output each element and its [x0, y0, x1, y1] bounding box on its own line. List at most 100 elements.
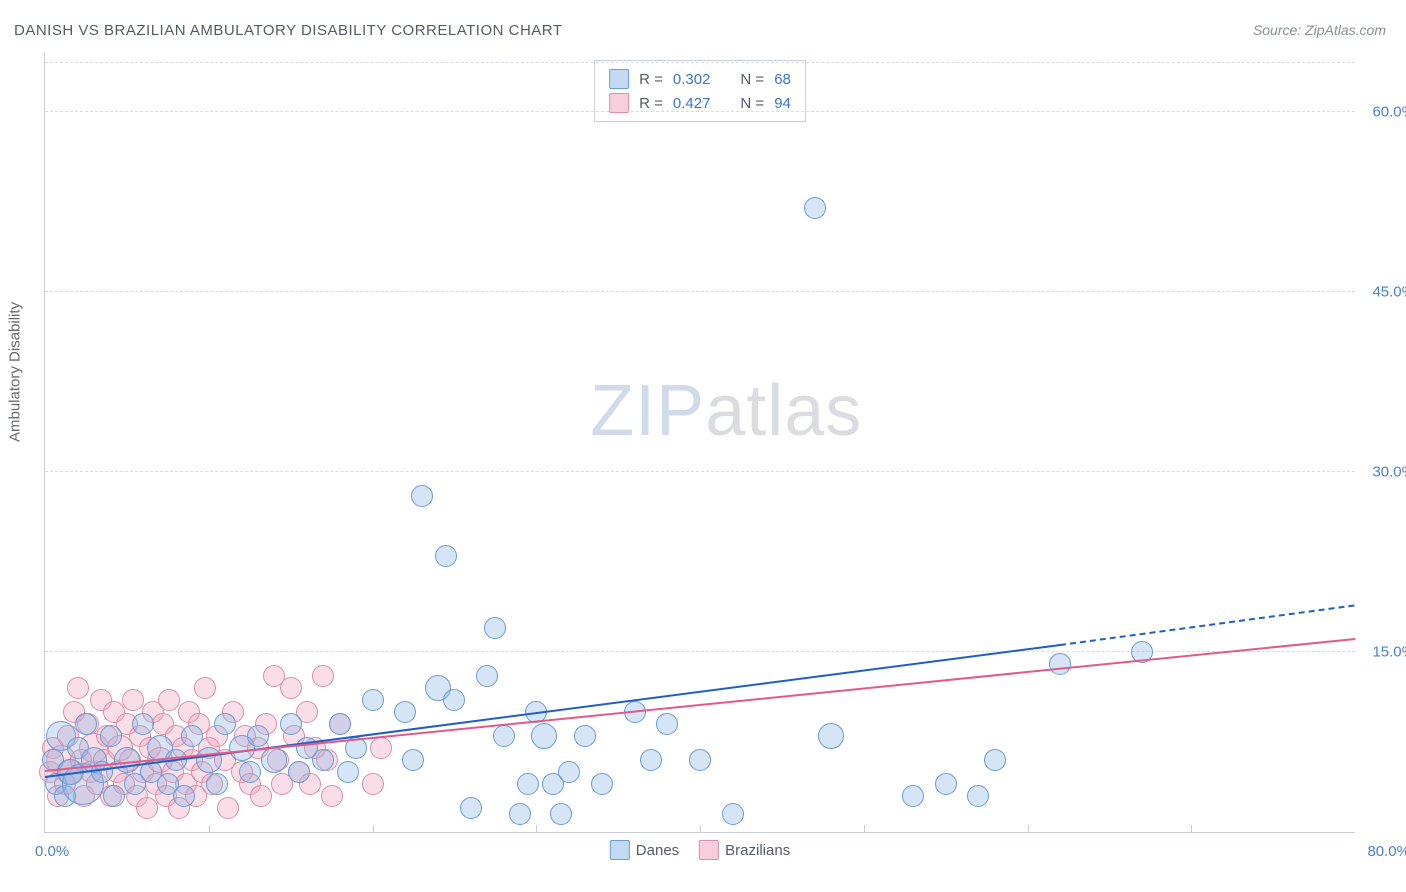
- data-point: [460, 797, 482, 819]
- data-point: [122, 689, 144, 711]
- n-label: N =: [740, 71, 764, 88]
- data-point: [550, 803, 572, 825]
- n-label: N =: [740, 95, 764, 112]
- data-point: [247, 725, 269, 747]
- y-tick-label: 30.0%: [1360, 464, 1406, 481]
- data-point: [158, 689, 180, 711]
- data-point: [370, 737, 392, 759]
- legend-label-danes: Danes: [636, 842, 679, 859]
- data-point: [196, 747, 222, 773]
- x-tick: [536, 825, 537, 833]
- gridline: [45, 291, 1355, 292]
- watermark: ZIPatlas: [590, 370, 862, 452]
- trend-line: [1060, 604, 1355, 646]
- chart-title: DANISH VS BRAZILIAN AMBULATORY DISABILIT…: [14, 22, 563, 39]
- r-value-danes: 0.302: [673, 71, 711, 88]
- data-point: [443, 689, 465, 711]
- data-point: [722, 803, 744, 825]
- gridline: [45, 62, 1355, 63]
- data-point: [967, 785, 989, 807]
- legend-label-brazilians: Brazilians: [725, 842, 790, 859]
- data-point: [435, 545, 457, 567]
- data-point: [493, 725, 515, 747]
- chart-container: DANISH VS BRAZILIAN AMBULATORY DISABILIT…: [0, 0, 1406, 892]
- data-point: [574, 725, 596, 747]
- x-tick: [1191, 825, 1192, 833]
- data-point: [194, 677, 216, 699]
- r-label: R =: [639, 95, 663, 112]
- y-tick-label: 45.0%: [1360, 284, 1406, 301]
- data-point: [362, 689, 384, 711]
- data-point: [250, 785, 272, 807]
- source-label: Source: ZipAtlas.com: [1253, 22, 1386, 38]
- data-point: [818, 723, 844, 749]
- series-legend: Danes Brazilians: [610, 840, 790, 860]
- swatch-danes-icon: [609, 69, 629, 89]
- gridline: [45, 471, 1355, 472]
- data-point: [136, 797, 158, 819]
- y-tick-label: 15.0%: [1360, 644, 1406, 661]
- data-point: [656, 713, 678, 735]
- data-point: [103, 785, 125, 807]
- swatch-brazilians-icon: [609, 93, 629, 113]
- data-point: [984, 749, 1006, 771]
- x-tick: [373, 825, 374, 833]
- data-point: [402, 749, 424, 771]
- correlation-legend: R = 0.302 N = 68 R = 0.427 N = 94: [594, 60, 806, 122]
- data-point: [239, 761, 261, 783]
- x-end-label: 80.0%: [1367, 843, 1406, 860]
- data-point: [531, 723, 557, 749]
- n-value-brazilians: 94: [774, 95, 791, 112]
- data-point: [517, 773, 539, 795]
- watermark-atlas: atlas: [705, 371, 862, 451]
- data-point: [362, 773, 384, 795]
- r-label: R =: [639, 71, 663, 88]
- swatch-danes-icon: [610, 840, 630, 860]
- data-point: [280, 677, 302, 699]
- data-point: [558, 761, 580, 783]
- data-point: [100, 725, 122, 747]
- n-value-danes: 68: [774, 71, 791, 88]
- data-point: [280, 713, 302, 735]
- x-tick: [864, 825, 865, 833]
- y-tick-label: 60.0%: [1360, 104, 1406, 121]
- data-point: [312, 665, 334, 687]
- data-point: [484, 617, 506, 639]
- data-point: [261, 747, 287, 773]
- data-point: [509, 803, 531, 825]
- swatch-brazilians-icon: [699, 840, 719, 860]
- x-origin-label: 0.0%: [35, 843, 69, 860]
- data-point: [173, 785, 195, 807]
- plot-area: Ambulatory Disability ZIPatlas R = 0.302…: [44, 52, 1355, 833]
- data-point: [67, 677, 89, 699]
- data-point: [181, 725, 203, 747]
- data-point: [640, 749, 662, 771]
- legend-item-brazilians: Brazilians: [699, 840, 790, 860]
- data-point: [689, 749, 711, 771]
- data-point: [206, 773, 228, 795]
- data-point: [591, 773, 613, 795]
- legend-item-danes: Danes: [610, 840, 679, 860]
- data-point: [321, 785, 343, 807]
- data-point: [214, 713, 236, 735]
- data-point: [476, 665, 498, 687]
- data-point: [329, 713, 351, 735]
- data-point: [411, 485, 433, 507]
- legend-row-danes: R = 0.302 N = 68: [609, 67, 791, 91]
- data-point: [394, 701, 416, 723]
- data-point: [75, 713, 97, 735]
- gridline: [45, 111, 1355, 112]
- y-axis-label: Ambulatory Disability: [7, 302, 24, 442]
- x-tick: [209, 825, 210, 833]
- data-point: [804, 197, 826, 219]
- data-point: [132, 713, 154, 735]
- data-point: [217, 797, 239, 819]
- watermark-zip: ZIP: [590, 371, 705, 451]
- x-tick: [1028, 825, 1029, 833]
- data-point: [902, 785, 924, 807]
- data-point: [1049, 653, 1071, 675]
- data-point: [288, 761, 310, 783]
- data-point: [337, 761, 359, 783]
- data-point: [935, 773, 957, 795]
- r-value-brazilians: 0.427: [673, 95, 711, 112]
